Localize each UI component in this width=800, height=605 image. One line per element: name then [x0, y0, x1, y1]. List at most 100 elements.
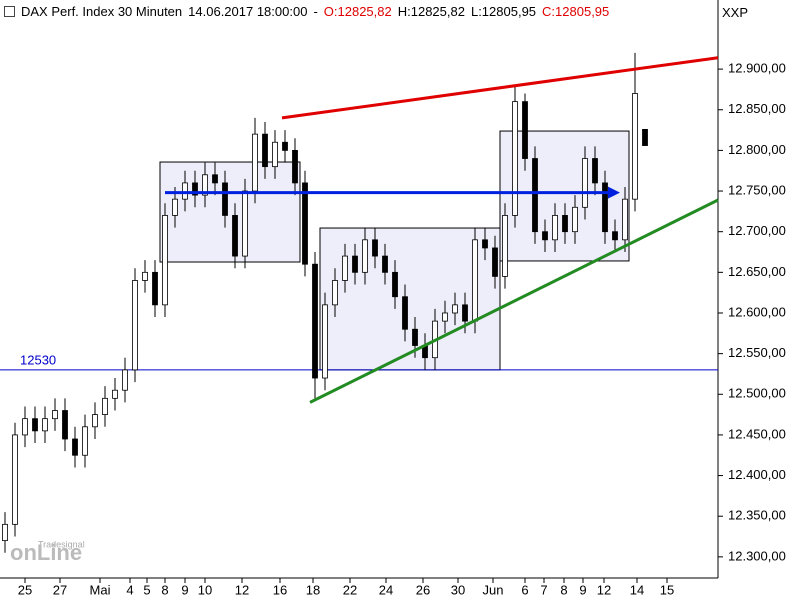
- x-tick-label: 15: [660, 582, 674, 597]
- candle-body: [552, 215, 558, 241]
- symbol: XXP: [721, 5, 748, 20]
- candle-body: [562, 215, 568, 233]
- x-tick-label: 27: [53, 582, 67, 597]
- candle-body: [272, 141, 278, 168]
- y-tick-label: 12.550,00: [728, 345, 786, 360]
- x-tick-label: 30: [451, 582, 465, 597]
- candle-body: [92, 414, 98, 428]
- y-tick-label: 12.750,00: [728, 182, 786, 197]
- candle-body: [102, 397, 108, 415]
- candle-body: [202, 174, 208, 196]
- x-tick-label: 10: [198, 582, 212, 597]
- x-tick-label: 26: [416, 582, 430, 597]
- x-tick-label: Mai: [90, 582, 111, 597]
- candle-body: [532, 158, 538, 233]
- candle-body: [82, 426, 88, 456]
- x-tick-label: 24: [379, 582, 393, 597]
- candle-body: [282, 141, 288, 151]
- x-tick-label: 16: [273, 582, 287, 597]
- candle-body: [42, 418, 48, 432]
- y-tick-label: 12.700,00: [728, 223, 786, 238]
- candle-body: [642, 129, 648, 146]
- x-tick-label: 8: [161, 582, 168, 597]
- candle-body: [212, 174, 218, 184]
- arrow-head: [608, 186, 620, 199]
- x-tick-label: 7: [540, 582, 547, 597]
- header: DAX Perf. Index 30 Minuten 14.06.2017 18…: [4, 4, 609, 19]
- candle-body: [402, 296, 408, 330]
- datetime: 14.06.2017 18:00:00: [188, 4, 308, 19]
- candle-body: [582, 158, 588, 208]
- open-label: O:12825,82: [323, 4, 392, 19]
- candle-body: [302, 182, 308, 265]
- title: DAX Perf. Index 30 Minuten: [21, 4, 183, 19]
- candle-body: [622, 198, 628, 241]
- candle-body: [572, 206, 578, 233]
- range-box: [319, 227, 501, 371]
- y-tick-label: 12.650,00: [728, 264, 786, 279]
- x-tick-label: 5: [143, 582, 150, 597]
- candle-body: [132, 280, 138, 371]
- x-tick-label: 14: [630, 582, 644, 597]
- trendline: [309, 198, 719, 404]
- y-tick-label: 12.450,00: [728, 426, 786, 441]
- x-tick-label: 12: [597, 582, 611, 597]
- candle-body: [62, 410, 68, 440]
- candle-body: [252, 133, 258, 192]
- candle-body: [362, 239, 368, 273]
- candle-body: [482, 239, 488, 249]
- candle-body: [112, 389, 118, 399]
- candle-body: [462, 304, 468, 322]
- icon: [4, 6, 15, 17]
- candle-body: [372, 239, 378, 257]
- y-tick-label: 12.350,00: [728, 508, 786, 523]
- x-tick-label: 9: [181, 582, 188, 597]
- candle-body: [322, 304, 328, 379]
- candle-body: [192, 182, 198, 196]
- candle-body: [542, 231, 548, 241]
- y-tick-label: 12.500,00: [728, 386, 786, 401]
- candle-body: [312, 263, 318, 379]
- y-tick-label: 12.400,00: [728, 467, 786, 482]
- candle-body: [22, 418, 28, 436]
- candle-body: [512, 101, 518, 216]
- x-tick-label: 25: [18, 582, 32, 597]
- candle-body: [632, 93, 638, 200]
- candle-body: [452, 304, 458, 314]
- candle-body: [412, 328, 418, 346]
- candle-body: [122, 369, 128, 391]
- candle-body: [142, 271, 148, 281]
- candle-body: [172, 198, 178, 216]
- candle-body: [162, 215, 168, 306]
- candle-body: [152, 271, 158, 306]
- x-tick-label: 9: [579, 582, 586, 597]
- candle-body: [232, 215, 238, 257]
- candle-body: [52, 410, 58, 420]
- x-tick-label: 8: [560, 582, 567, 597]
- candle-body: [72, 438, 78, 456]
- candle-body: [392, 271, 398, 298]
- candle-body: [2, 523, 8, 542]
- candle-body: [502, 215, 508, 277]
- watermark-brand: Tradesignal: [38, 539, 85, 549]
- separator: -: [313, 4, 318, 19]
- candle-body: [382, 255, 388, 273]
- high-label: H:12825,82: [397, 4, 465, 19]
- y-tick-label: 12.900,00: [728, 61, 786, 76]
- y-tick-label: 12.600,00: [728, 304, 786, 319]
- candle-body: [262, 133, 268, 168]
- candle-body: [612, 231, 618, 241]
- candle-body: [332, 280, 338, 306]
- y-tick-label: 12.850,00: [728, 101, 786, 116]
- candle-body: [602, 182, 608, 233]
- candle-body: [522, 101, 528, 159]
- candle-body: [12, 434, 18, 525]
- watermark-name: onLine: [10, 540, 82, 565]
- candle-body: [182, 182, 188, 200]
- candle-body: [292, 149, 298, 184]
- candle-body: [342, 255, 348, 281]
- candle-body: [472, 239, 478, 322]
- x-tick-label: 4: [126, 582, 133, 597]
